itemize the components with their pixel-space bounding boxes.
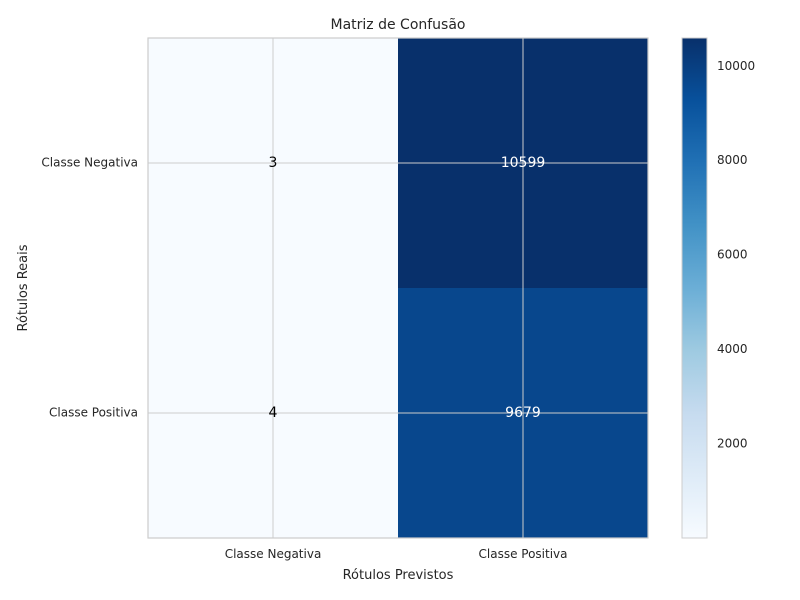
colorbar-tick-label: 10000 <box>717 59 755 73</box>
colorbar-tick-label: 8000 <box>717 153 748 167</box>
x-tick-labels: Classe Negativa Classe Positiva <box>225 547 568 561</box>
heatmap-cells <box>148 38 648 538</box>
colorbar-ticks: 2000 4000 6000 8000 10000 <box>717 59 755 451</box>
colorbar <box>681 37 708 539</box>
chart-title: Matriz de Confusão <box>331 17 466 33</box>
y-axis-label: Rótulos Reais <box>16 244 31 331</box>
y-tick-label: Classe Negativa <box>41 156 138 170</box>
x-tick-label: Classe Positiva <box>479 547 568 561</box>
cell-value-label: 9679 <box>505 405 541 421</box>
cell-value-label: 4 <box>269 405 278 421</box>
x-tick-label: Classe Negativa <box>225 547 322 561</box>
y-tick-labels: Classe Negativa Classe Positiva <box>41 156 138 420</box>
x-axis-label: Rótulos Previstos <box>343 568 454 583</box>
cell-annotations: 3 10599 4 9679 <box>269 155 546 421</box>
colorbar-tick-label: 2000 <box>717 436 748 450</box>
colorbar-tick-label: 4000 <box>717 342 748 356</box>
grid-lines <box>148 38 648 538</box>
cell-value-label: 3 <box>269 155 278 171</box>
plot-frame <box>147 37 649 539</box>
colorbar-tick-label: 6000 <box>717 248 748 262</box>
cell-value-label: 10599 <box>501 155 546 171</box>
y-tick-label: Classe Positiva <box>49 406 138 420</box>
